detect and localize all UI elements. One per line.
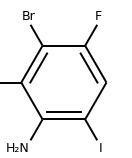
Text: I: I: [99, 142, 102, 155]
Text: H₂N: H₂N: [5, 142, 29, 155]
Text: F: F: [95, 10, 102, 23]
Text: Br: Br: [22, 10, 36, 23]
